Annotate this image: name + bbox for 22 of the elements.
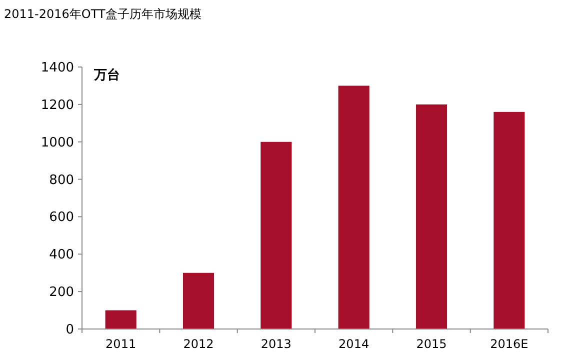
- x-tick-label: 2015: [416, 337, 447, 351]
- bar: [416, 104, 448, 329]
- bar: [494, 112, 525, 329]
- y-tick-label: 800: [49, 172, 74, 188]
- y-tick-label: 200: [49, 285, 74, 300]
- bar: [338, 86, 370, 329]
- x-tick-label: 2012: [183, 337, 214, 351]
- y-tick-label: 1000: [40, 135, 74, 150]
- chart-title: 2011-2016年OTT盒子历年市场规模: [4, 7, 202, 21]
- x-tick-label: 2013: [260, 337, 292, 351]
- bar: [105, 310, 136, 329]
- bar: [260, 142, 292, 329]
- x-tick-label: 2011: [106, 337, 136, 351]
- y-tick-label: 400: [49, 248, 74, 263]
- y-tick-label: 0: [66, 322, 74, 338]
- bar: [182, 272, 214, 329]
- y-tick-label: 1400: [40, 60, 74, 76]
- x-tick-label: 2014: [338, 337, 370, 351]
- y-axis-title: 万台: [93, 67, 120, 83]
- y-tick-label: 1200: [40, 98, 74, 113]
- x-tick-label: 2016E: [490, 337, 528, 351]
- y-tick-label: 600: [49, 210, 74, 226]
